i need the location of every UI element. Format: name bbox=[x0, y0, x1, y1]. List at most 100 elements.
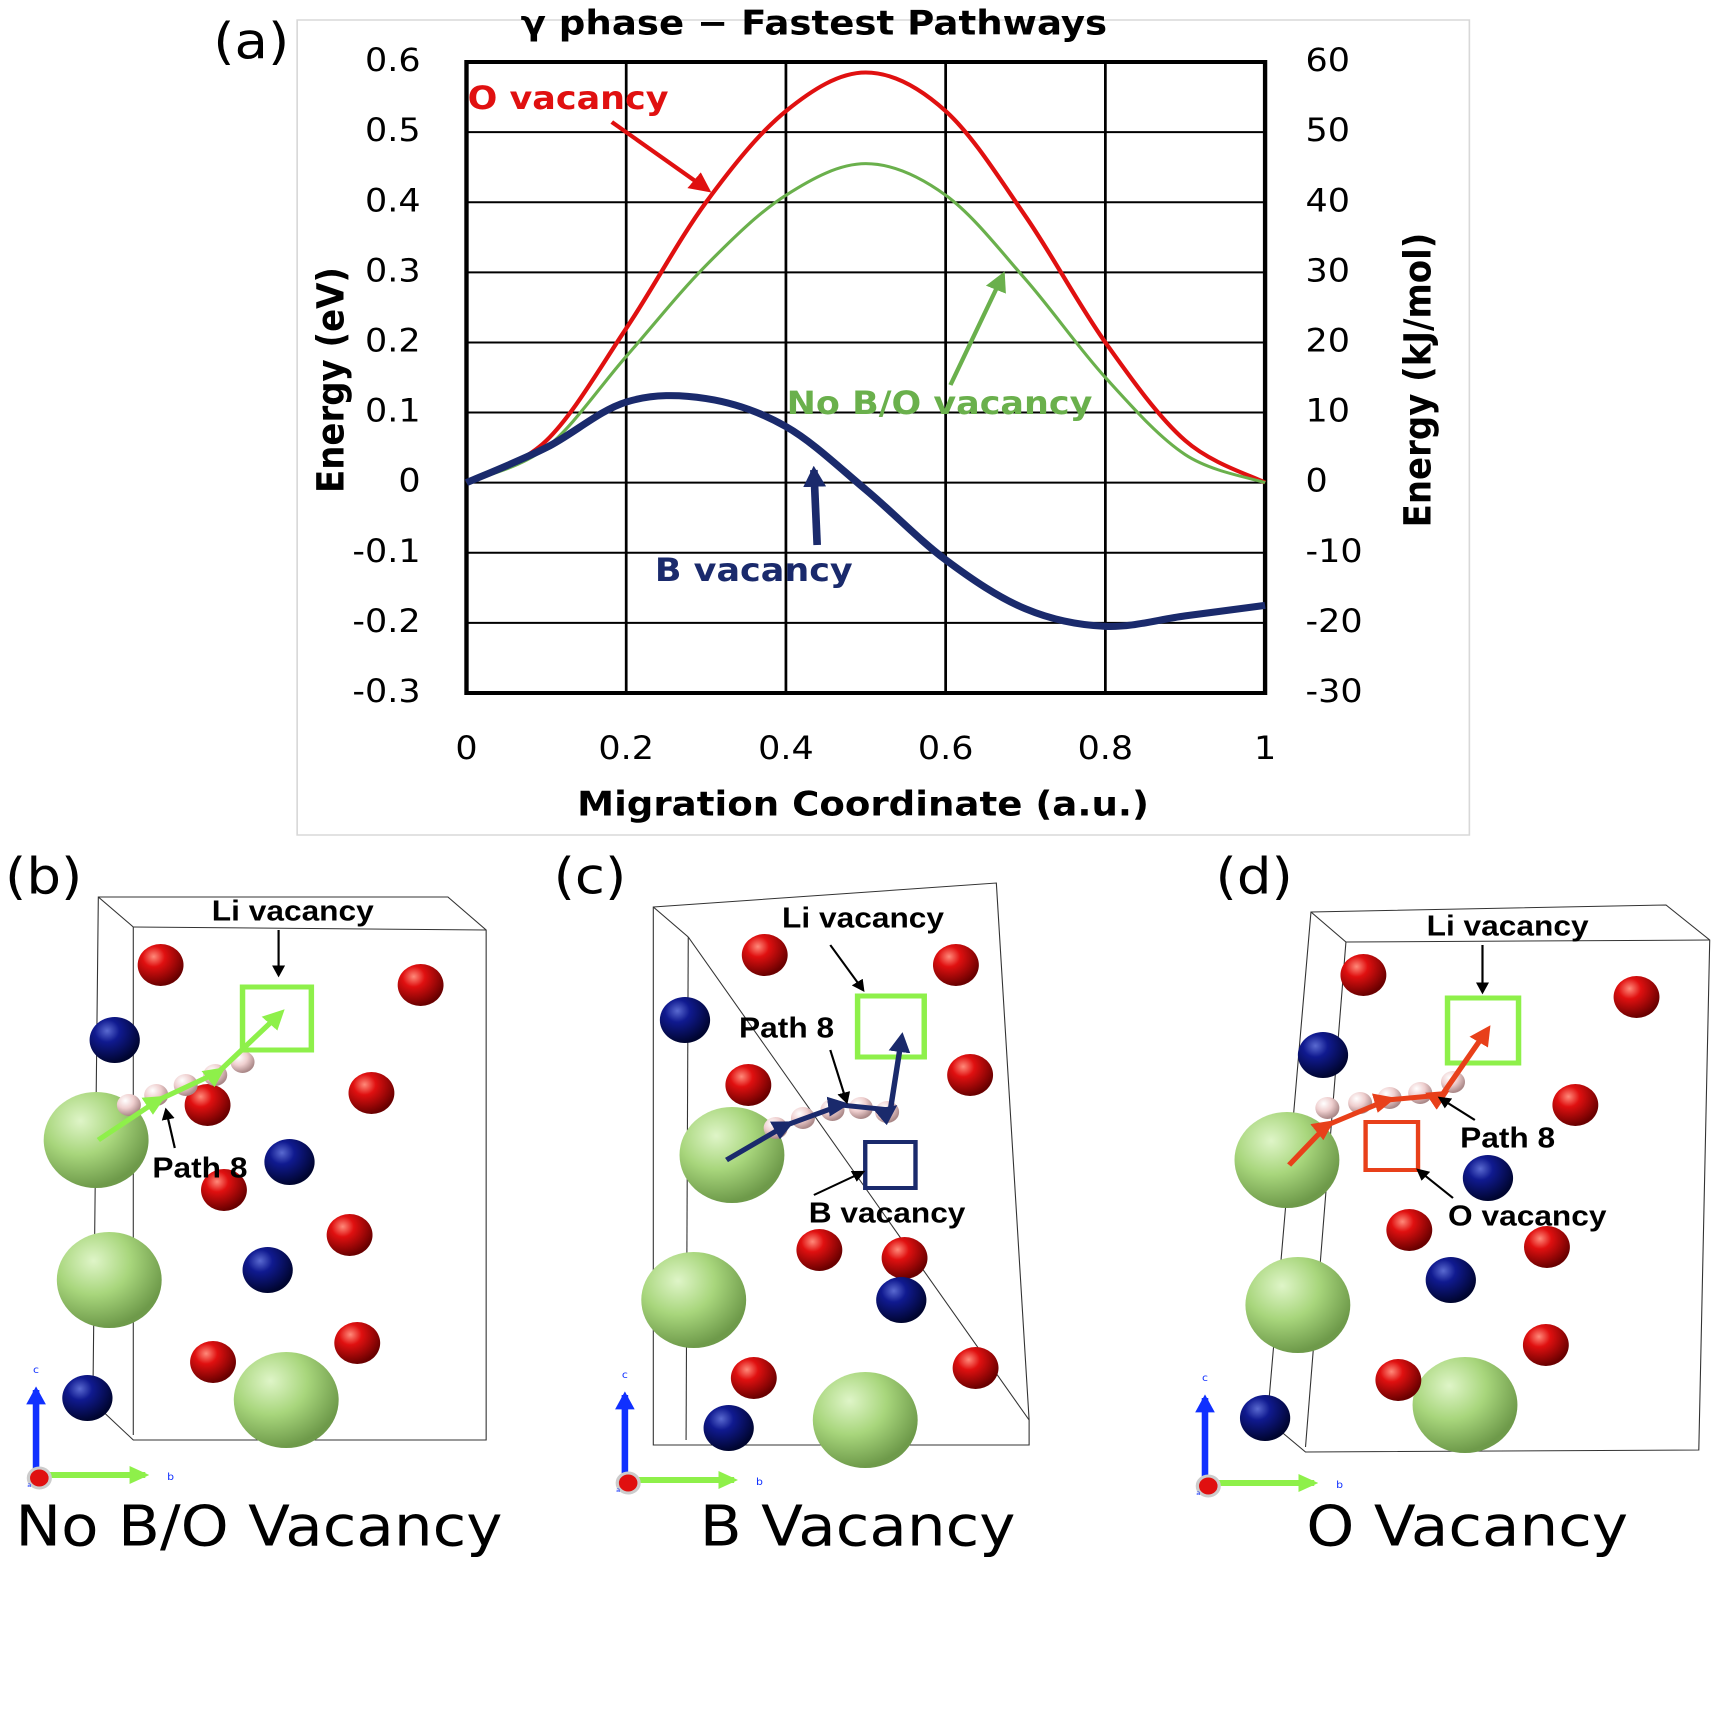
path-label: Path 8 bbox=[152, 1153, 247, 1185]
pointer bbox=[161, 1107, 176, 1149]
li-vacancy-box bbox=[1444, 995, 1522, 1066]
series-line bbox=[465, 162, 1266, 485]
x-tick-label: 0.8 bbox=[1078, 729, 1134, 766]
o-atom bbox=[741, 934, 788, 976]
axis-label: b bbox=[1336, 1479, 1343, 1490]
b-atom bbox=[703, 1405, 754, 1451]
series-line bbox=[464, 392, 1266, 630]
path-site bbox=[1408, 1082, 1433, 1104]
li-atom bbox=[812, 1372, 918, 1468]
o-atom bbox=[1386, 1209, 1433, 1251]
y-tick-label: 0.1 bbox=[365, 392, 421, 429]
pointer bbox=[829, 1049, 851, 1105]
path-label: Path 8 bbox=[739, 1013, 834, 1045]
o-atom bbox=[796, 1229, 843, 1271]
y-tick-label: 0.2 bbox=[365, 322, 421, 359]
x-tick-label: 0.6 bbox=[918, 729, 974, 766]
y-tick-label: -0.1 bbox=[352, 532, 420, 569]
panel-label: (a) bbox=[213, 13, 289, 71]
o-atom bbox=[952, 1347, 999, 1389]
y-tick-label: -0.2 bbox=[352, 602, 420, 639]
unit-cell bbox=[1345, 939, 1710, 943]
path-label: Path 8 bbox=[1460, 1123, 1555, 1155]
y2-tick-label: 30 bbox=[1306, 252, 1350, 289]
y-tick-label: 0.3 bbox=[365, 252, 421, 289]
annotation-arrow bbox=[803, 465, 827, 546]
li-atom bbox=[56, 1232, 162, 1328]
unit-cell bbox=[133, 926, 487, 931]
y2-axis-label: Energy (kJ/mol) bbox=[1397, 233, 1440, 528]
y2-tick-label: 10 bbox=[1306, 392, 1350, 429]
y-tick-label: 0.5 bbox=[365, 112, 421, 149]
o-atom bbox=[881, 1237, 928, 1279]
vacancy-label: B vacancy bbox=[809, 1198, 966, 1230]
b-atom bbox=[1425, 1257, 1476, 1303]
pointer bbox=[829, 944, 865, 992]
annotation-arrow bbox=[948, 271, 1006, 386]
panel-label: (c) bbox=[554, 848, 627, 906]
o-atom bbox=[201, 1169, 247, 1211]
o-atom bbox=[334, 1322, 381, 1364]
axis-label: a bbox=[1196, 1490, 1200, 1497]
b-atom bbox=[264, 1139, 315, 1185]
vacancy-label: Li vacancy bbox=[1427, 911, 1589, 943]
o-atom bbox=[326, 1214, 373, 1256]
y-tick-label: 0.4 bbox=[365, 182, 421, 219]
o-atom bbox=[348, 1072, 395, 1114]
b-atom bbox=[876, 1277, 927, 1323]
vacancy-label: Li vacancy bbox=[212, 896, 374, 928]
series-line bbox=[465, 70, 1267, 485]
x-tick-label: 1 bbox=[1254, 729, 1276, 766]
b-atom bbox=[62, 1375, 113, 1421]
vacancy-label: O vacancy bbox=[1448, 1201, 1607, 1233]
path-arrow bbox=[1287, 1025, 1491, 1167]
unit-cell bbox=[97, 896, 134, 928]
o-atom bbox=[1340, 954, 1387, 996]
path-arrow bbox=[96, 1009, 285, 1143]
b-atom bbox=[89, 1017, 140, 1063]
series-label: B vacancy bbox=[655, 551, 853, 588]
chart-title: γ phase − Fastest Pathways bbox=[521, 4, 1108, 43]
axis-label: c bbox=[33, 1364, 39, 1375]
pointer bbox=[813, 1170, 866, 1196]
unit-cell bbox=[652, 882, 1030, 1446]
panel-label: (d) bbox=[1216, 848, 1293, 906]
o-atom bbox=[1524, 1226, 1570, 1268]
y2-tick-label: 40 bbox=[1306, 182, 1350, 219]
series-label: O vacancy bbox=[468, 79, 669, 116]
o-atom bbox=[725, 1064, 772, 1106]
y-tick-label: -0.3 bbox=[352, 672, 420, 709]
axis-a bbox=[26, 1466, 52, 1490]
y2-tick-label: -20 bbox=[1306, 602, 1363, 639]
o-atom bbox=[1552, 1084, 1599, 1126]
b-atom bbox=[1462, 1155, 1514, 1201]
o-atom bbox=[397, 964, 444, 1006]
axis-label: c bbox=[1202, 1372, 1208, 1383]
y2-tick-label: 20 bbox=[1306, 322, 1350, 359]
y2-tick-label: -10 bbox=[1306, 532, 1363, 569]
plot-border bbox=[464, 60, 1268, 695]
axis-a bbox=[1195, 1474, 1221, 1498]
y-tick-label: 0.6 bbox=[365, 41, 421, 78]
axis-label: a bbox=[616, 1487, 620, 1494]
vacancy-box bbox=[863, 1140, 918, 1190]
o-atom bbox=[1375, 1359, 1422, 1401]
unit-cell bbox=[652, 906, 689, 938]
axis-label: c bbox=[622, 1369, 628, 1380]
axis-label: b bbox=[756, 1476, 763, 1487]
b-atom bbox=[1239, 1395, 1291, 1441]
x-axis-label: Migration Coordinate (a.u.) bbox=[577, 785, 1149, 824]
path-site bbox=[116, 1094, 141, 1116]
pointer bbox=[1416, 1168, 1454, 1199]
li-vacancy-box bbox=[854, 993, 927, 1060]
o-atom bbox=[1613, 976, 1660, 1018]
axis-a bbox=[615, 1471, 641, 1495]
axis-label: a bbox=[27, 1482, 31, 1489]
panel-label: (b) bbox=[5, 848, 82, 906]
x-tick-label: 0.2 bbox=[598, 729, 654, 766]
li-atom bbox=[233, 1352, 339, 1448]
o-atom bbox=[730, 1357, 777, 1399]
b-atom bbox=[1297, 1032, 1349, 1078]
